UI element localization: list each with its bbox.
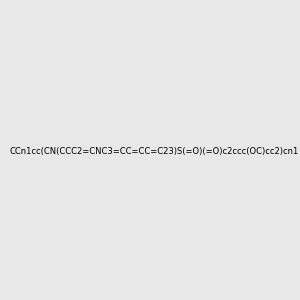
- Text: CCn1cc(CN(CCC2=CNC3=CC=CC=C23)S(=O)(=O)c2ccc(OC)cc2)cn1: CCn1cc(CN(CCC2=CNC3=CC=CC=C23)S(=O)(=O)c…: [9, 147, 298, 156]
